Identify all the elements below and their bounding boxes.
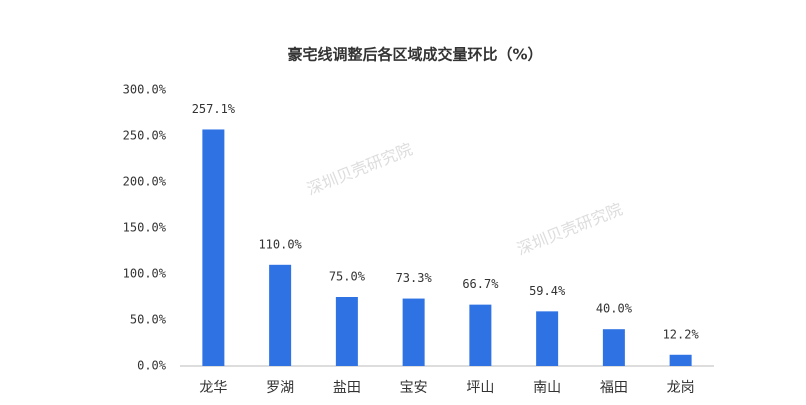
bar (402, 298, 425, 366)
x-tick-label: 南山 (533, 380, 561, 396)
value-label: 66.7% (462, 277, 499, 291)
x-tick-label: 龙岗 (667, 380, 695, 396)
bar (269, 264, 292, 366)
value-label: 40.0% (596, 302, 633, 316)
value-label: 257.1% (192, 102, 236, 116)
y-tick-label: 250.0% (123, 129, 167, 143)
value-label: 75.0% (329, 270, 366, 284)
watermark: 深圳贝壳研究院 (514, 199, 625, 259)
value-label: 110.0% (258, 237, 302, 251)
x-tick-label: 龙华 (199, 380, 227, 396)
watermark: 深圳贝壳研究院 (304, 139, 415, 199)
value-label: 59.4% (529, 284, 566, 298)
x-tick-label: 罗湖 (266, 380, 294, 396)
bar (335, 297, 358, 366)
value-label: 12.2% (663, 327, 700, 341)
y-tick-label: 0.0% (137, 359, 167, 373)
value-label: 73.3% (396, 271, 433, 285)
y-tick-label: 100.0% (123, 267, 167, 281)
bar (602, 329, 625, 366)
y-tick-label: 50.0% (130, 313, 167, 327)
x-tick-label: 福田 (600, 380, 628, 396)
bar (202, 129, 225, 366)
y-tick-label: 300.0% (123, 83, 167, 97)
bar (536, 311, 559, 366)
x-tick-label: 坪山 (466, 380, 494, 396)
x-tick-label: 盐田 (333, 380, 361, 396)
x-tick-label: 宝安 (400, 380, 428, 396)
y-tick-label: 150.0% (123, 221, 167, 235)
bar (669, 354, 692, 366)
bar (469, 304, 492, 366)
y-tick-label: 200.0% (123, 175, 167, 189)
chart-title: 豪宅线调整后各区域成交量环比（%） (287, 46, 542, 64)
